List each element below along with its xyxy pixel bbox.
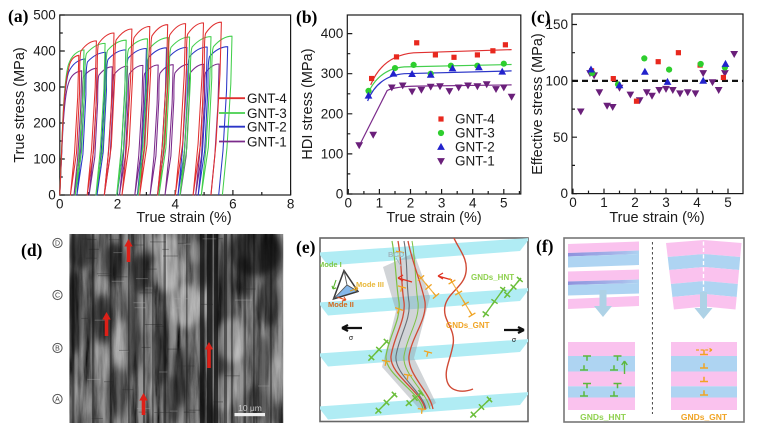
svg-text:4: 4 bbox=[693, 195, 701, 210]
svg-text:GNT-1: GNT-1 bbox=[247, 134, 287, 149]
svg-text:2: 2 bbox=[407, 196, 415, 211]
svg-text:C: C bbox=[55, 293, 60, 300]
svg-text:GNDs_HNT: GNDs_HNT bbox=[471, 273, 514, 282]
svg-text:0: 0 bbox=[48, 188, 56, 203]
svg-text:1: 1 bbox=[376, 196, 384, 211]
svg-text:(e): (e) bbox=[296, 237, 316, 257]
svg-text:GNT-1: GNT-1 bbox=[455, 154, 495, 169]
svg-text:300: 300 bbox=[33, 80, 56, 95]
svg-text:(d): (d) bbox=[21, 240, 43, 260]
svg-text:GNT-4: GNT-4 bbox=[455, 112, 495, 127]
svg-text:BCD: BCD bbox=[388, 250, 405, 259]
svg-text:GNT-3: GNT-3 bbox=[455, 126, 495, 141]
svg-text:Effective stress (MPa): Effective stress (MPa) bbox=[530, 33, 546, 175]
svg-text:1: 1 bbox=[600, 195, 608, 210]
svg-text:150: 150 bbox=[545, 17, 568, 32]
svg-text:2: 2 bbox=[631, 195, 639, 210]
svg-text:(a): (a) bbox=[8, 6, 29, 26]
svg-text:3: 3 bbox=[662, 195, 670, 210]
svg-text:0: 0 bbox=[56, 197, 64, 212]
svg-text:4: 4 bbox=[171, 197, 179, 212]
svg-text:400: 400 bbox=[33, 44, 56, 59]
svg-text:6: 6 bbox=[229, 197, 237, 212]
svg-text:B: B bbox=[55, 346, 60, 353]
svg-text:3: 3 bbox=[438, 196, 446, 211]
svg-text:(c): (c) bbox=[531, 7, 551, 27]
svg-text:500: 500 bbox=[33, 8, 56, 23]
svg-text:300: 300 bbox=[321, 66, 344, 81]
svg-text:5: 5 bbox=[500, 196, 508, 211]
svg-text:100: 100 bbox=[545, 73, 568, 88]
svg-text:0: 0 bbox=[345, 196, 353, 211]
svg-text:200: 200 bbox=[33, 116, 56, 131]
svg-text:A: A bbox=[55, 397, 60, 404]
svg-text:100: 100 bbox=[33, 152, 56, 167]
svg-text:σ: σ bbox=[512, 337, 517, 344]
svg-text:GNT-2: GNT-2 bbox=[247, 120, 287, 135]
svg-text:(b): (b) bbox=[296, 7, 318, 27]
svg-text:HDI stress (MPa): HDI stress (MPa) bbox=[300, 48, 316, 159]
svg-text:100: 100 bbox=[321, 146, 344, 161]
svg-text:0: 0 bbox=[336, 187, 344, 202]
svg-text:True strain (%): True strain (%) bbox=[136, 210, 231, 226]
svg-text:10 μm: 10 μm bbox=[238, 403, 262, 413]
svg-text:GNDs_GNT: GNDs_GNT bbox=[681, 412, 728, 422]
svg-text:GNDs_GNT: GNDs_GNT bbox=[446, 321, 490, 330]
svg-text:0: 0 bbox=[569, 195, 577, 210]
svg-text:True strain (%): True strain (%) bbox=[386, 210, 481, 226]
svg-text:400: 400 bbox=[321, 26, 344, 41]
svg-text:Mode I: Mode I bbox=[318, 260, 342, 269]
svg-text:8: 8 bbox=[287, 197, 295, 212]
svg-text:200: 200 bbox=[321, 106, 344, 121]
svg-text:Mode II: Mode II bbox=[328, 300, 354, 309]
svg-text:4: 4 bbox=[469, 196, 477, 211]
svg-text:GNT-3: GNT-3 bbox=[247, 106, 287, 121]
svg-text:2: 2 bbox=[114, 197, 122, 212]
svg-text:GNT-4: GNT-4 bbox=[247, 91, 287, 106]
svg-text:0: 0 bbox=[560, 186, 568, 201]
svg-text:True stress (MPa): True stress (MPa) bbox=[12, 47, 28, 162]
svg-text:True strain (%): True strain (%) bbox=[609, 210, 704, 226]
svg-text:σ: σ bbox=[349, 335, 354, 342]
svg-text:50: 50 bbox=[553, 130, 568, 145]
svg-text:GNDs_HNT: GNDs_HNT bbox=[580, 412, 627, 422]
svg-text:5: 5 bbox=[724, 195, 732, 210]
svg-text:Mode III: Mode III bbox=[356, 280, 384, 289]
svg-text:GNT-2: GNT-2 bbox=[455, 140, 495, 155]
svg-text:(f): (f) bbox=[536, 236, 554, 256]
svg-text:D: D bbox=[55, 241, 60, 248]
